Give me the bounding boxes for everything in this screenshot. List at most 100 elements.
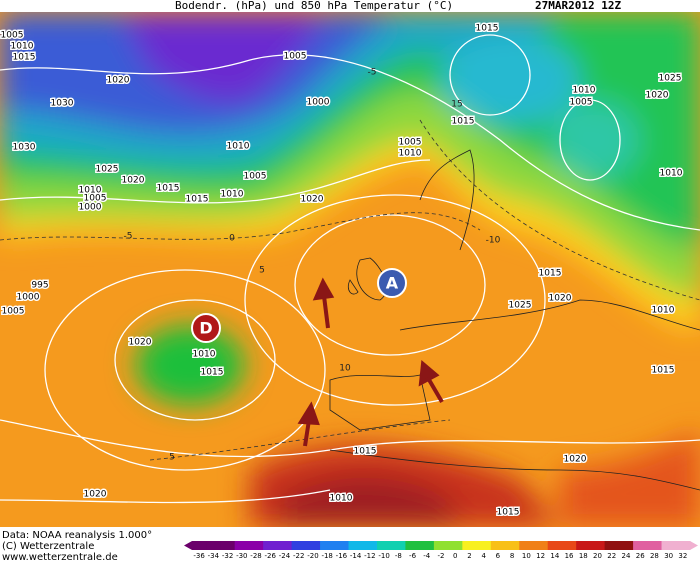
isobar-label: 1025 [659, 74, 682, 84]
isobar-label: 1030 [13, 143, 36, 153]
colorbar-swatch [505, 541, 520, 550]
colorbar-label: -12 [364, 552, 375, 560]
colorbar-label: -24 [279, 552, 291, 560]
colorbar-label: 20 [593, 552, 602, 560]
isotherm-label: 0 [229, 234, 235, 244]
isobar-label: 1010 [573, 86, 596, 96]
isobar-label: 1015 [539, 269, 562, 279]
colorbar-label: -16 [336, 552, 348, 560]
colorbar-label: -32 [222, 552, 233, 560]
isobar-label: 1010 [11, 42, 34, 52]
isobar-label: 1015 [201, 368, 224, 378]
low-label: D [199, 319, 212, 338]
isobar-label: 1020 [129, 338, 152, 348]
colorbar-label: -20 [307, 552, 318, 560]
colorbar-label: -26 [265, 552, 277, 560]
isobar-label: 1005 [84, 194, 107, 204]
colorbar-swatch [405, 541, 421, 550]
isotherm-label: 15 [451, 100, 462, 110]
colorbar-swatch [618, 541, 634, 550]
isotherm-label: 5 [259, 266, 265, 276]
colorbar-label: 24 [622, 552, 631, 560]
colorbar-swatch [633, 541, 648, 550]
isobar-label: 1000 [79, 203, 102, 213]
colorbar-label: -2 [438, 552, 445, 560]
colorbar-swatch [647, 541, 663, 550]
colorbar-label: 12 [536, 552, 545, 560]
isobar-label: 1015 [13, 53, 36, 63]
colorbar-label: -30 [236, 552, 247, 560]
colorbar-swatch [277, 541, 293, 550]
colorbar-swatch [675, 541, 691, 550]
colorbar-swatch [206, 541, 221, 550]
title: Bodendr. (hPa) und 850 hPa Temperatur (°… [175, 0, 453, 12]
coastlines [329, 149, 700, 491]
isobar-label: 1010 [330, 494, 353, 504]
isobar-label: 1020 [107, 76, 130, 86]
colorbar-label: -28 [250, 552, 261, 560]
colorbar-swatch [661, 541, 677, 550]
credit: Data: NOAA reanalysis 1.000° [2, 530, 152, 541]
colorbar-swatch [448, 541, 463, 550]
colorbar-label: 0 [453, 552, 457, 560]
colorbar-label: 4 [481, 552, 486, 560]
isobar-label: 1010 [221, 190, 244, 200]
isotherm-label: -10 [486, 236, 501, 246]
isobar-label: 1005 [399, 138, 422, 148]
colorbar-swatch [604, 541, 620, 550]
colorbar-swatch [320, 541, 335, 550]
colorbar-swatch [376, 541, 392, 550]
colorbar-label: -4 [423, 552, 431, 560]
colorbar-swatch [476, 541, 492, 550]
high-marker [377, 268, 407, 298]
isobar-label: 1010 [193, 350, 216, 360]
isobar-label: 1025 [509, 301, 532, 311]
colorbar-swatch [291, 541, 307, 550]
isobar-label: 1010 [660, 169, 683, 179]
colorbar-swatch [419, 541, 435, 550]
isobar-label: 995 [31, 281, 48, 291]
colorbar-swatch [490, 541, 506, 550]
isotherm-label: -5 [124, 232, 133, 242]
colorbar-swatch [362, 541, 378, 550]
isobar-label: 1015 [652, 366, 675, 376]
colorbar-end [184, 541, 192, 550]
colorbar-label: -6 [409, 552, 417, 560]
isotherm-label: 5 [169, 453, 175, 463]
colorbar-swatch [305, 541, 321, 550]
date: 27MAR2012 12Z [535, 0, 621, 12]
isobar-label: 1005 [284, 52, 307, 62]
colorbar-swatch [220, 541, 236, 550]
isobar-label: 1005 [1, 31, 24, 41]
isobar-label: 1020 [646, 91, 669, 101]
colorbar-label: 10 [522, 552, 531, 560]
colorbar-swatch [248, 541, 264, 550]
isobar-label: 1020 [301, 195, 324, 205]
colorbar-swatch [462, 541, 478, 550]
colorbar-swatch [334, 541, 350, 550]
colorbar-swatch [547, 541, 563, 550]
isobar-label: 1015 [157, 184, 180, 194]
isobar-label: 1010 [399, 149, 422, 159]
isobar-label: 1010 [652, 306, 675, 316]
isobar-label: 1015 [186, 195, 209, 205]
colorbar-swatch [590, 541, 606, 550]
isobar-label: 1030 [51, 99, 74, 109]
isobar-label: 1005 [2, 307, 25, 317]
colorbar-label: 8 [510, 552, 514, 560]
colorbar-swatch [533, 541, 549, 550]
isobar-label: 1020 [84, 490, 107, 500]
colorbar-label: 26 [636, 552, 645, 560]
colorbar-label: 6 [496, 552, 501, 560]
colorbar-label: 32 [678, 552, 687, 560]
isotherms [0, 119, 700, 461]
colorbar-label: -22 [293, 552, 304, 560]
colorbar-swatch [192, 541, 207, 550]
colorbar-label: -14 [350, 552, 362, 560]
isobar-label: 1015 [452, 117, 475, 127]
colorbar-label: 18 [579, 552, 588, 560]
colorbar-label: 28 [650, 552, 659, 560]
high-label: A [386, 274, 399, 293]
